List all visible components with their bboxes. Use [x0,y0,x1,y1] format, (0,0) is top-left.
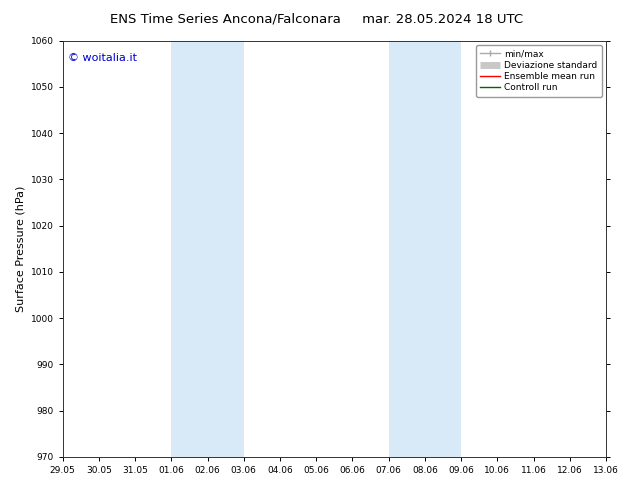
Bar [171,41,243,457]
Y-axis label: Surface Pressure (hPa): Surface Pressure (hPa) [15,186,25,312]
Text: ENS Time Series Ancona/Falconara     mar. 28.05.2024 18 UTC: ENS Time Series Ancona/Falconara mar. 28… [110,12,524,25]
Legend: min/max, Deviazione standard, Ensemble mean run, Controll run: min/max, Deviazione standard, Ensemble m… [476,45,602,97]
Bar [389,41,461,457]
Text: © woitalia.it: © woitalia.it [68,53,137,63]
